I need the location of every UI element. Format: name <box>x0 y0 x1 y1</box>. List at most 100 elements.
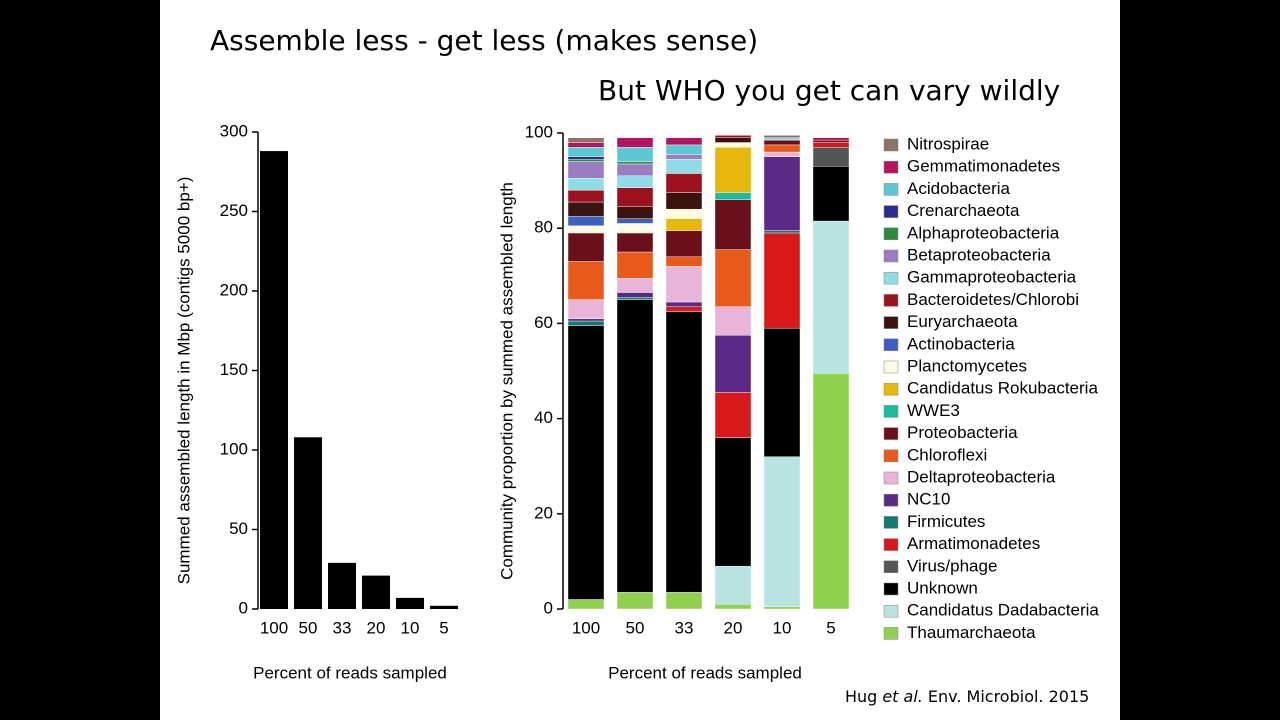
bar-segment <box>616 175 654 188</box>
legend-label: WWE3 <box>907 401 960 420</box>
legend-label: Unknown <box>907 578 978 597</box>
bar-segment <box>763 456 801 607</box>
legend-label: Thaumarchaeota <box>907 623 1036 642</box>
legend-label: Virus/phage <box>907 556 997 575</box>
bar-segment <box>714 392 752 438</box>
legend-label: Chloroflexi <box>907 445 987 464</box>
bar-segment <box>567 201 605 217</box>
bar-segment <box>616 206 654 219</box>
bar-segment <box>616 592 654 610</box>
legend-swatch <box>883 338 899 352</box>
legend-label: Actinobacteria <box>907 334 1015 353</box>
y-tick-label: 80 <box>534 218 553 237</box>
legend-swatch <box>883 382 899 396</box>
bar-segment <box>763 137 801 141</box>
bar-segment <box>812 147 850 167</box>
bar-segment <box>714 135 752 138</box>
bar-segment <box>567 156 605 160</box>
bar <box>362 575 390 609</box>
y-tick-label: 40 <box>534 408 553 427</box>
bar-segment <box>567 216 605 227</box>
x-tick-label: 100 <box>572 618 600 637</box>
bar-segment <box>616 187 654 207</box>
x-tick-label: 10 <box>401 618 420 637</box>
bar-segment <box>616 232 654 253</box>
legend-swatch <box>883 160 899 174</box>
bar-segment <box>763 327 801 457</box>
bar-segment <box>812 139 850 143</box>
x-tick-label: 100 <box>260 618 288 637</box>
bar-segment <box>763 156 801 231</box>
y-axis-label: Community proportion by summed assembled… <box>497 182 516 580</box>
x-tick-label: 50 <box>299 618 318 637</box>
legend-label: Nitrospirae <box>907 134 989 153</box>
legend-label: NC10 <box>907 490 950 509</box>
bar-segment <box>567 158 605 162</box>
bar-segment <box>665 192 703 210</box>
bar-segment <box>616 251 654 279</box>
bar-segment <box>567 320 605 326</box>
bar-segment <box>665 306 703 312</box>
legend-label: Crenarchaeota <box>907 201 1020 220</box>
y-tick-label: 250 <box>220 201 248 220</box>
y-tick-label: 100 <box>525 122 553 141</box>
bar-segment <box>763 230 801 234</box>
legend-swatch <box>883 471 899 485</box>
bar-segment <box>665 592 703 610</box>
bar <box>328 562 356 609</box>
y-tick-label: 0 <box>544 598 553 617</box>
bar-segment <box>714 335 752 393</box>
bar-segment <box>567 325 605 600</box>
bar <box>260 151 288 609</box>
legend-swatch <box>883 271 899 285</box>
legend-swatch <box>883 138 899 152</box>
legend-label: Gammaproteobacteria <box>907 268 1077 287</box>
legend-swatch <box>883 516 899 529</box>
bar-segment <box>714 142 752 148</box>
bar-segment <box>567 225 605 234</box>
legend-swatch <box>883 493 899 507</box>
citation-etal: et al. <box>882 687 923 706</box>
bar-segment <box>763 139 801 146</box>
bar-segment <box>567 318 605 322</box>
bar-segment <box>714 147 752 193</box>
legend-label: Candidatus Dadabacteria <box>907 601 1099 620</box>
bar-segment <box>665 301 703 307</box>
bar-segment <box>763 232 801 329</box>
bar <box>430 605 458 609</box>
x-tick-label: 33 <box>675 618 694 637</box>
bar <box>294 437 322 609</box>
bar-segment <box>812 166 850 222</box>
bar-segment <box>812 137 850 141</box>
legend-swatch <box>883 316 899 329</box>
bar-segment <box>567 189 605 203</box>
y-axis-label: Summed assembled length in Mbp (contigs … <box>174 177 193 585</box>
slide-title: Assemble less - get less (makes sense) <box>210 24 758 57</box>
legend-label: Firmicutes <box>907 512 985 531</box>
y-tick-label: 0 <box>239 598 248 617</box>
bar-segment <box>714 199 752 250</box>
bar-segment <box>812 373 850 610</box>
bar-segment <box>567 161 605 179</box>
bar-segment <box>567 137 605 143</box>
bar-segment <box>567 178 605 191</box>
bar-segment <box>812 142 850 148</box>
bar-segment <box>567 299 605 319</box>
legend-swatch <box>883 227 899 241</box>
bar-segment <box>665 154 703 160</box>
legend-swatch <box>883 582 899 596</box>
x-axis-label: Percent of reads sampled <box>253 663 447 682</box>
bar-segment <box>714 249 752 307</box>
y-tick-label: 150 <box>220 360 248 379</box>
bar-segment <box>616 218 654 224</box>
legend-label: Candidatus Rokubacteria <box>907 379 1098 398</box>
bar-segment <box>567 232 605 262</box>
bar-segment <box>665 256 703 267</box>
bar-segment <box>616 292 654 298</box>
citation: Hug et al. Env. Microbiol. 2015 <box>845 687 1089 706</box>
legend-label: Proteobacteria <box>907 423 1018 442</box>
legend-swatch <box>883 604 899 618</box>
bar-segment <box>567 599 605 610</box>
bar-segment <box>714 137 752 143</box>
legend-swatch <box>883 294 899 307</box>
